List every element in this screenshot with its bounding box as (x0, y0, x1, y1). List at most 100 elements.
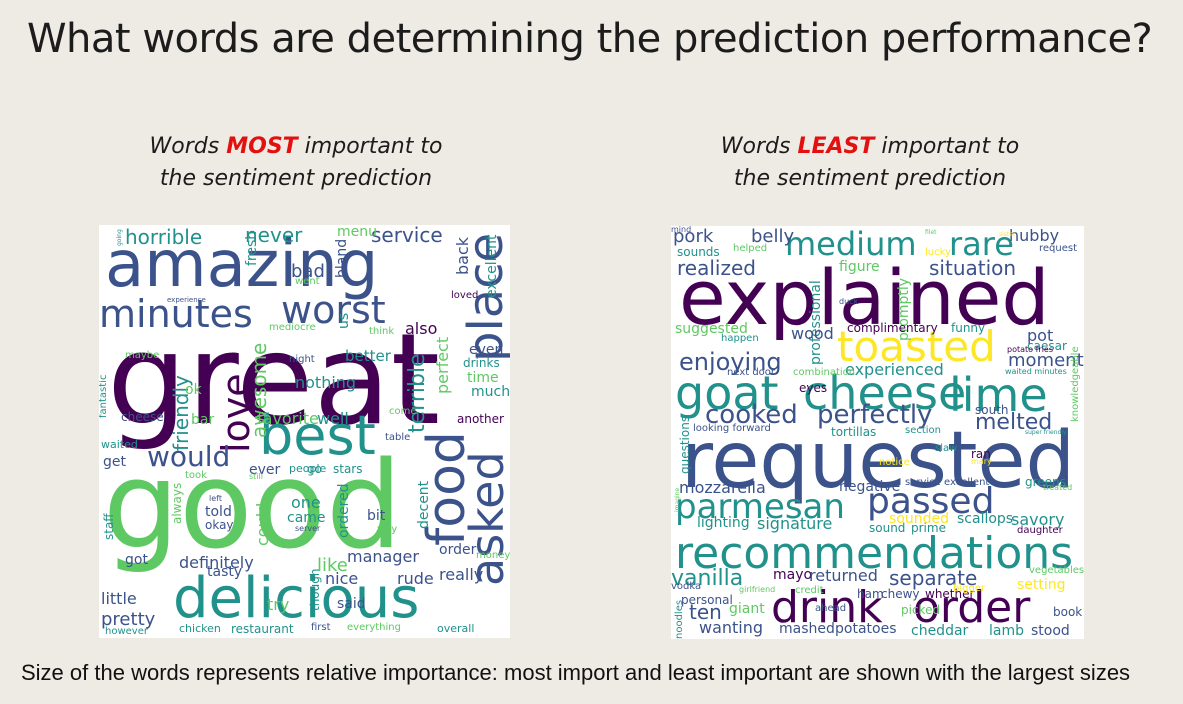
cloud-word-giant: giant (729, 601, 765, 617)
cloud-word-realized: realized (677, 256, 756, 280)
cloud-word-noodles: noodles (674, 599, 685, 639)
most-important-word-cloud: great good amazing delicious best food minutes… (99, 225, 510, 638)
cloud-word-ever: ever (249, 462, 281, 478)
cloud-word-nice: nice (325, 569, 359, 588)
heading-line-1: Words MOST important to (76, 131, 516, 163)
cloud-word-toasted: toasted (837, 322, 996, 371)
cloud-word-cooked: cooked (705, 400, 798, 430)
cloud-word-complimentary: complimentary (847, 321, 938, 335)
most-important-heading: Words MOST important to the sentiment pr… (76, 131, 516, 195)
cloud-word-drinks: drinks (463, 356, 500, 370)
cloud-word-order: order (439, 542, 477, 558)
cloud-word-cheddar: cheddar (911, 623, 969, 639)
cloud-word-bad: bad (291, 261, 325, 282)
cloud-word-minutes: minutes (99, 292, 253, 336)
cloud-word-think: think (369, 326, 395, 337)
cloud-word-though: though (308, 568, 322, 611)
cloud-word-eyes: eyes (799, 381, 828, 395)
cloud-word-came: came (287, 510, 326, 526)
heading-line-2: the sentiment prediction (159, 166, 433, 191)
cloud-word-bigger: bigger (953, 583, 986, 594)
cloud-word-overall: overall (437, 622, 475, 635)
cloud-word-great: great (107, 306, 441, 453)
cloud-word-mediocre: mediocre (269, 322, 316, 333)
cloud-word-could: could (253, 502, 272, 546)
cloud-word-separate: separate (889, 566, 978, 590)
heading-emphasis: MOST (226, 134, 298, 159)
cloud-word-scallops: scallops (957, 511, 1014, 527)
cloud-word-drink: drink (771, 582, 883, 633)
cloud-word-amazing: amazing (105, 228, 379, 302)
cloud-word-perfectly: perfectly (817, 400, 933, 430)
cloud-word-rude: rude (397, 569, 434, 588)
cloud-word-told: told (205, 504, 232, 520)
cloud-word-bit: bit (367, 508, 386, 524)
cloud-word-helped: helped (733, 243, 768, 254)
cloud-word-lime: lime (949, 368, 1048, 422)
cloud-word-lucky: lucky (925, 247, 951, 258)
cloud-word-fantastic: fantastic (99, 374, 109, 418)
cloud-word-way: way (377, 524, 398, 535)
cloud-word-wanting: wanting (699, 618, 764, 637)
cloud-word-would: would (147, 440, 231, 473)
cloud-word-really: really (439, 565, 484, 584)
cloud-word-order: order (913, 582, 1031, 633)
heading-text: Words (720, 134, 798, 159)
least-important-word-cloud: requested explained recommendations drink or… (671, 226, 1084, 639)
cloud-word-mary: mary (971, 457, 992, 466)
cloud-word-little: little (101, 589, 137, 608)
cloud-word-hubby: hubby (1009, 226, 1060, 245)
cloud-word-request: request (1039, 243, 1078, 254)
cloud-word-ahead: ahead (815, 603, 847, 614)
heading-text: Words (149, 134, 227, 159)
cloud-word-ten: ten (689, 600, 722, 624)
cloud-word-chicken: chicken (179, 622, 221, 635)
page-title: What words are determining the predictio… (27, 16, 1153, 62)
cloud-word-bland: bland (334, 238, 350, 278)
cloud-word-perfect: perfect (433, 336, 452, 394)
cloud-word-always: always (170, 482, 184, 524)
cloud-word-passed: passed (867, 481, 995, 522)
cloud-word-mayo: mayo (773, 567, 813, 583)
cloud-word-terrible: terrible (405, 353, 430, 433)
cloud-word-happen: happen (721, 333, 759, 344)
cloud-word-took: took (185, 470, 207, 481)
cloud-word-favorite: favorite (257, 409, 319, 428)
cloud-word-knowledgeable: knowledgeable (1070, 346, 1081, 422)
cloud-word-notice: notice (879, 457, 910, 468)
cloud-word-experienced: experienced (845, 360, 944, 379)
cloud-word-slaw: slaw (935, 443, 958, 454)
cloud-word-left: left (209, 494, 222, 503)
cloud-word-cheese: cheese (121, 410, 164, 424)
cloud-word-professional: professional (808, 280, 824, 365)
cloud-word-manager: manager (347, 547, 419, 566)
cloud-word-figure: figure (839, 259, 880, 275)
cloud-word-much: much (471, 384, 510, 400)
heading-text: important to (297, 134, 443, 159)
cloud-word-go: go (307, 462, 322, 476)
cloud-word-ran: ran (971, 447, 991, 461)
cloud-word-combination: combination (793, 367, 856, 378)
cloud-word-come: come (389, 406, 417, 417)
cloud-word-get: get (103, 454, 126, 470)
cloud-word-suggested: suggested (675, 321, 748, 337)
cloud-word-moment: moment (1008, 350, 1084, 371)
cloud-word-however: however (105, 626, 148, 637)
cloud-word-good: good (103, 437, 403, 576)
cloud-word-vodka: vodka (671, 581, 702, 592)
cloud-word-south: south (975, 403, 1009, 417)
cloud-word-setting: setting (1017, 577, 1066, 593)
cloud-word-filet: filet (925, 229, 937, 236)
cloud-word-one: one (291, 493, 321, 512)
cloud-word-like: like (317, 555, 348, 576)
cloud-word-waited: waited (101, 438, 138, 451)
cloud-word-funny: funny (951, 321, 986, 335)
cloud-word-maybe: maybe (125, 350, 160, 361)
cloud-word-sound: sound (869, 521, 906, 535)
cloud-word-service-excellent: service excellent (905, 477, 990, 488)
cloud-word-fresh: fresh (244, 230, 260, 266)
cloud-word-definitely: definitely (179, 553, 254, 572)
cloud-word-nothing: nothing (295, 373, 357, 392)
cloud-word-stars: stars (333, 462, 363, 476)
cloud-word-first: first (311, 622, 331, 633)
